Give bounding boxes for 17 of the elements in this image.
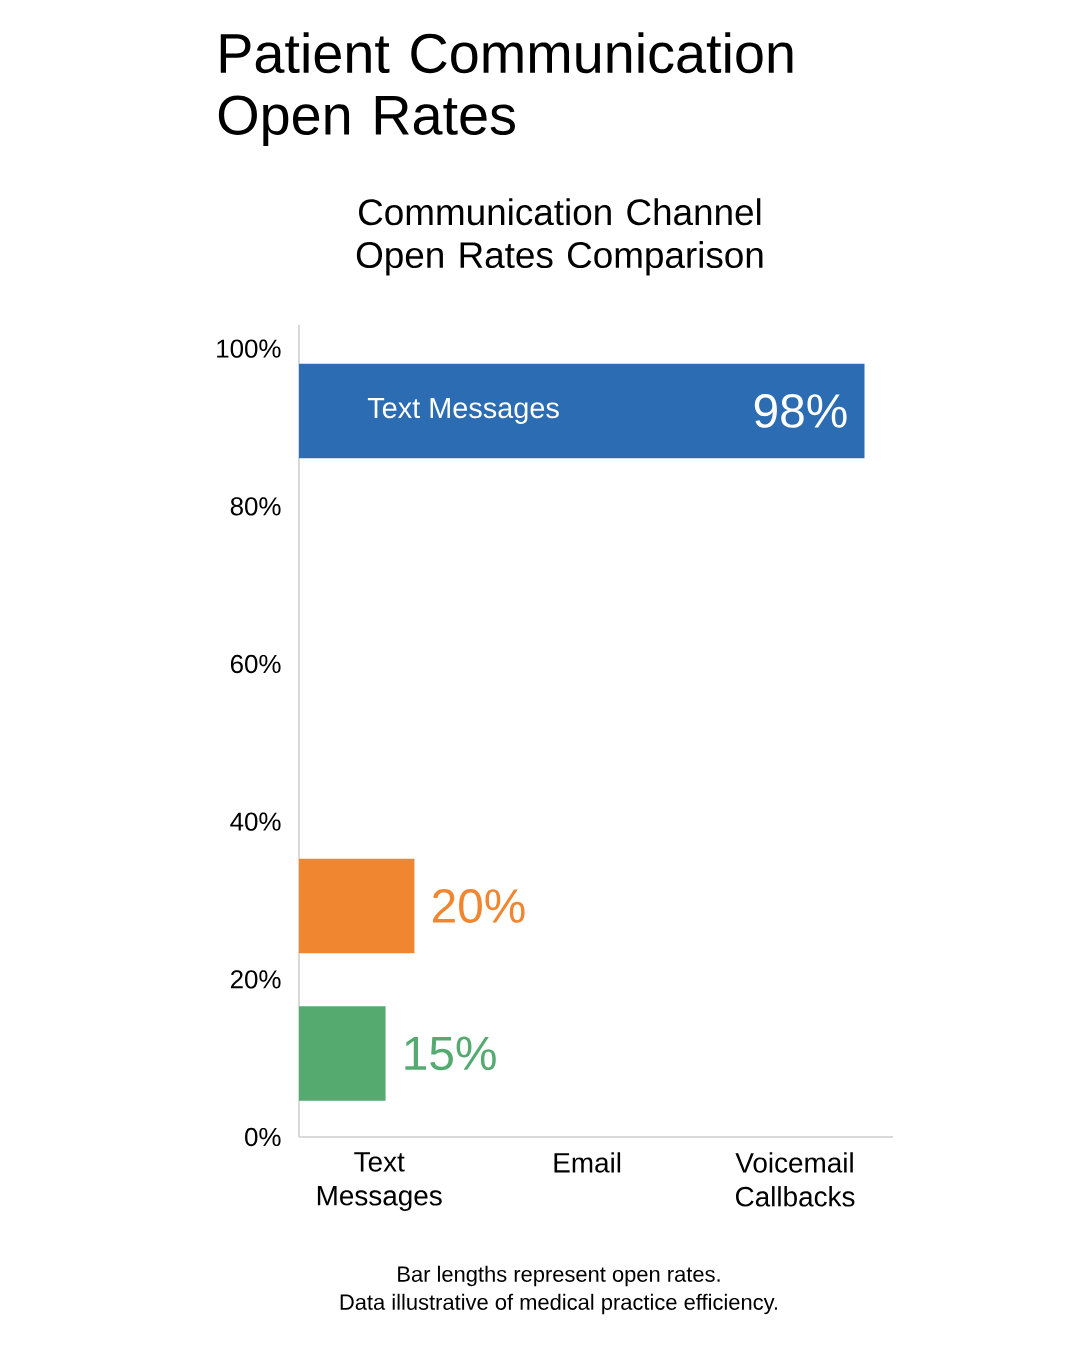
y-tick-label: 0% (245, 1127, 281, 1147)
data-label: 15% (405, 1036, 496, 1071)
text: Email (554, 1152, 621, 1173)
text: Bar lengths represent open rates. (398, 1265, 720, 1287)
y-tick-label: 100% (217, 339, 281, 358)
text: Data illustrative of medical practice efficiency. (340, 1293, 778, 1315)
chart-title: Patient Communication Open Rates (218, 32, 793, 146)
text: Text Messages (317, 1152, 442, 1212)
y-tick-label: 40% (230, 812, 281, 831)
y-tick-label: 60% (230, 654, 281, 674)
y-tick-label: 80% (230, 497, 281, 516)
data-label: 98% (754, 394, 847, 428)
chart-subtitle: Communication Channel Open Rates Comparison (356, 198, 763, 276)
data-label: 20% (433, 889, 525, 923)
y-tick-label: 20% (230, 970, 281, 989)
text: Voicemail Callbacks (735, 1152, 855, 1207)
annotation: Text Messages (367, 398, 559, 424)
